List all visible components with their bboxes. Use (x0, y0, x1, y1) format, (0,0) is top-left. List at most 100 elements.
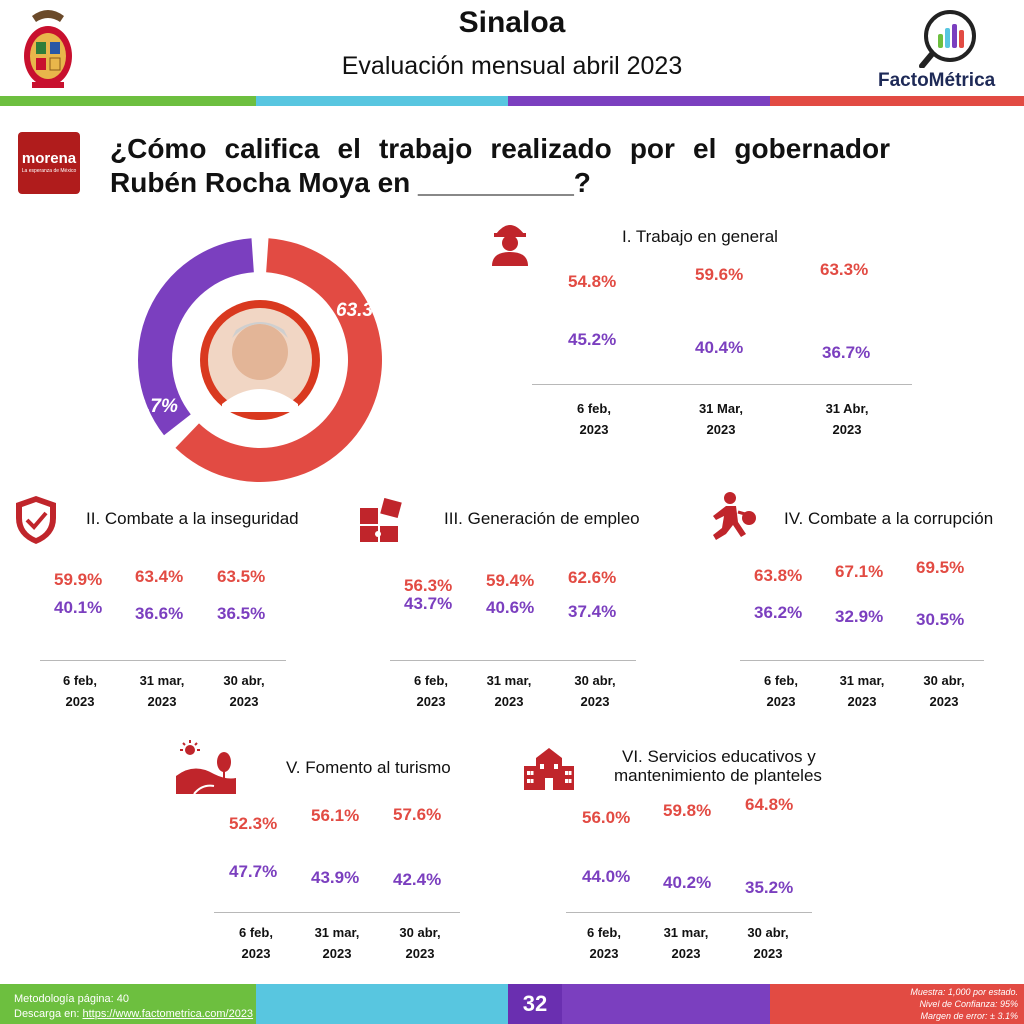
section-4-purple-2: 32.9% (835, 607, 884, 626)
approval-donut-chart (112, 234, 416, 488)
section-4-date-2: 31 mar, 2023 (839, 673, 885, 709)
section-3-axis (390, 660, 636, 661)
section-1-date-3: 31 Abr, 2023 (825, 401, 869, 437)
footer-band-red (770, 984, 1024, 1024)
page-title: Sinaloa (458, 6, 566, 39)
section-6-title-line-2: mantenimiento de planteles (614, 766, 822, 785)
section-5-red-2: 56.1% (311, 806, 360, 825)
section-6-purple-3: 35.2% (745, 878, 794, 897)
margin-of-error: Margen de error: ± 3.1% (920, 1011, 1018, 1021)
section-4-date-1: 6 feb, 2023 (764, 673, 798, 709)
section-4-axis (740, 660, 984, 661)
section-2-axis (40, 660, 286, 661)
section-1-red-3: 63.3% (820, 260, 869, 279)
section-2-date-3: 30 abr, 2023 (223, 673, 265, 709)
section-6-date-2: 31 mar, 2023 (663, 925, 709, 961)
download-link[interactable]: https://www.factometrica.com/2023 (82, 1008, 254, 1020)
section-3-red-3: 62.6% (568, 568, 617, 587)
section-2-purple-1: 40.1% (54, 598, 103, 617)
party-tagline: La esperanza de México (21, 168, 77, 174)
section-3-date-2: 31 mar, 2023 (486, 673, 532, 709)
shield-icon (14, 494, 58, 546)
school-icon (524, 748, 574, 790)
section-3-purple-2: 40.6% (486, 598, 535, 617)
section-2-title: II. Combate a la inseguridad (86, 509, 299, 528)
footer-methodology: Metodología página: 40 Descarga en: http… (14, 992, 253, 1022)
running-thief-icon (708, 490, 758, 546)
section-2-purple-2: 36.6% (135, 604, 184, 623)
section-3-date-1: 6 feb, 2023 (414, 673, 448, 709)
section-1-purple-3: 36.7% (822, 343, 871, 362)
section-6-date-3: 30 abr, 2023 (747, 925, 789, 961)
section-4-red-1: 63.8% (754, 566, 803, 585)
footer-band-purple (562, 984, 770, 1024)
color-band-purple (508, 96, 770, 106)
survey-question: ¿Cómo califica el trabajo realizado por … (110, 133, 890, 198)
section-3-red-2: 59.4% (486, 571, 535, 590)
footer-band-green (0, 984, 256, 1024)
donut-segment-positive (175, 238, 382, 482)
section-6-date-1: 6 feb, 2023 (587, 925, 621, 961)
section-3-title: III. Generación de empleo (444, 509, 640, 528)
section-2-red-1: 59.9% (54, 570, 103, 589)
donut-label-positive: 63.3% (336, 300, 390, 321)
section-2-red-2: 63.4% (135, 567, 184, 586)
color-band-cyan (256, 96, 508, 106)
section-4-purple-3: 30.5% (916, 610, 965, 629)
section-1-red-2: 59.6% (695, 265, 744, 284)
confidence-level: Nivel de Confianza: 95% (919, 999, 1018, 1009)
factometrica-logo-icon (918, 8, 980, 69)
worker-icon (488, 216, 532, 266)
section-1-axis (532, 384, 912, 385)
section-5-date-3: 30 abr, 2023 (399, 925, 441, 961)
state-coat-of-arms-icon (22, 6, 74, 90)
section-1-purple-2: 40.4% (695, 338, 744, 357)
party-name: morena (21, 150, 77, 167)
download-line: Descarga en: https://www.factometrica.co… (14, 1007, 253, 1022)
section-5-date-2: 31 mar, 2023 (314, 925, 360, 961)
section-4-title: IV. Combate a la corrupción (784, 509, 994, 528)
download-prefix: Descarga en: (14, 1008, 83, 1020)
section-3-purple-1: 43.7% (404, 594, 453, 613)
section-5-purple-2: 43.9% (311, 868, 360, 887)
section-4-red-2: 67.1% (835, 562, 884, 581)
sample-size: Muestra: 1,000 por estado. (910, 987, 1018, 997)
section-6-red-2: 59.8% (663, 801, 712, 820)
section-2-date-1: 6 feb, 2023 (63, 673, 97, 709)
section-3-date-3: 30 abr, 2023 (574, 673, 616, 709)
section-6-title: VI. Servicios educativos y (622, 747, 816, 766)
section-6-purple-1: 44.0% (582, 867, 631, 886)
puzzle-icon (358, 497, 404, 544)
color-band-green (0, 96, 256, 106)
section-3-red-1: 56.3% (404, 576, 453, 595)
donut-label-negative: 36.7% (124, 396, 178, 417)
page-number: 32 (508, 984, 562, 1024)
section-3-purple-3: 37.4% (568, 602, 617, 621)
landscape-icon (174, 740, 236, 795)
section-4-purple-1: 36.2% (754, 603, 803, 622)
section-5-purple-1: 47.7% (229, 862, 278, 881)
footer-band-cyan (256, 984, 508, 1024)
section-6-red-3: 64.8% (745, 795, 794, 814)
section-5-purple-3: 42.4% (393, 870, 442, 889)
section-5-red-1: 52.3% (229, 814, 278, 833)
section-6-red-1: 56.0% (582, 808, 631, 827)
brand-name: FactoMétrica (878, 70, 996, 91)
section-1-date-1: 6 feb, 2023 (577, 401, 611, 437)
section-6-axis (566, 912, 812, 913)
donut-segment-negative (138, 238, 254, 436)
section-4-date-3: 30 abr, 2023 (923, 673, 965, 709)
section-5-date-1: 6 feb, 2023 (239, 925, 273, 961)
page-subtitle: Evaluación mensual abril 2023 (341, 52, 683, 80)
section-1-purple-1: 45.2% (568, 330, 617, 349)
color-band-red (770, 96, 1024, 106)
methodology-text: Metodología página: 40 (14, 993, 129, 1005)
section-2-red-3: 63.5% (217, 567, 266, 586)
section-5-title: V. Fomento al turismo (286, 758, 451, 777)
section-1-date-2: 31 Mar, 2023 (698, 401, 744, 437)
footer-sample-info: Muestra: 1,000 por estado. Nivel de Conf… (910, 986, 1018, 1022)
section-6-purple-2: 40.2% (663, 873, 712, 892)
party-logo: morena La esperanza de México (18, 132, 80, 194)
section-2-date-2: 31 mar, 2023 (139, 673, 185, 709)
section-5-red-3: 57.6% (393, 805, 442, 824)
